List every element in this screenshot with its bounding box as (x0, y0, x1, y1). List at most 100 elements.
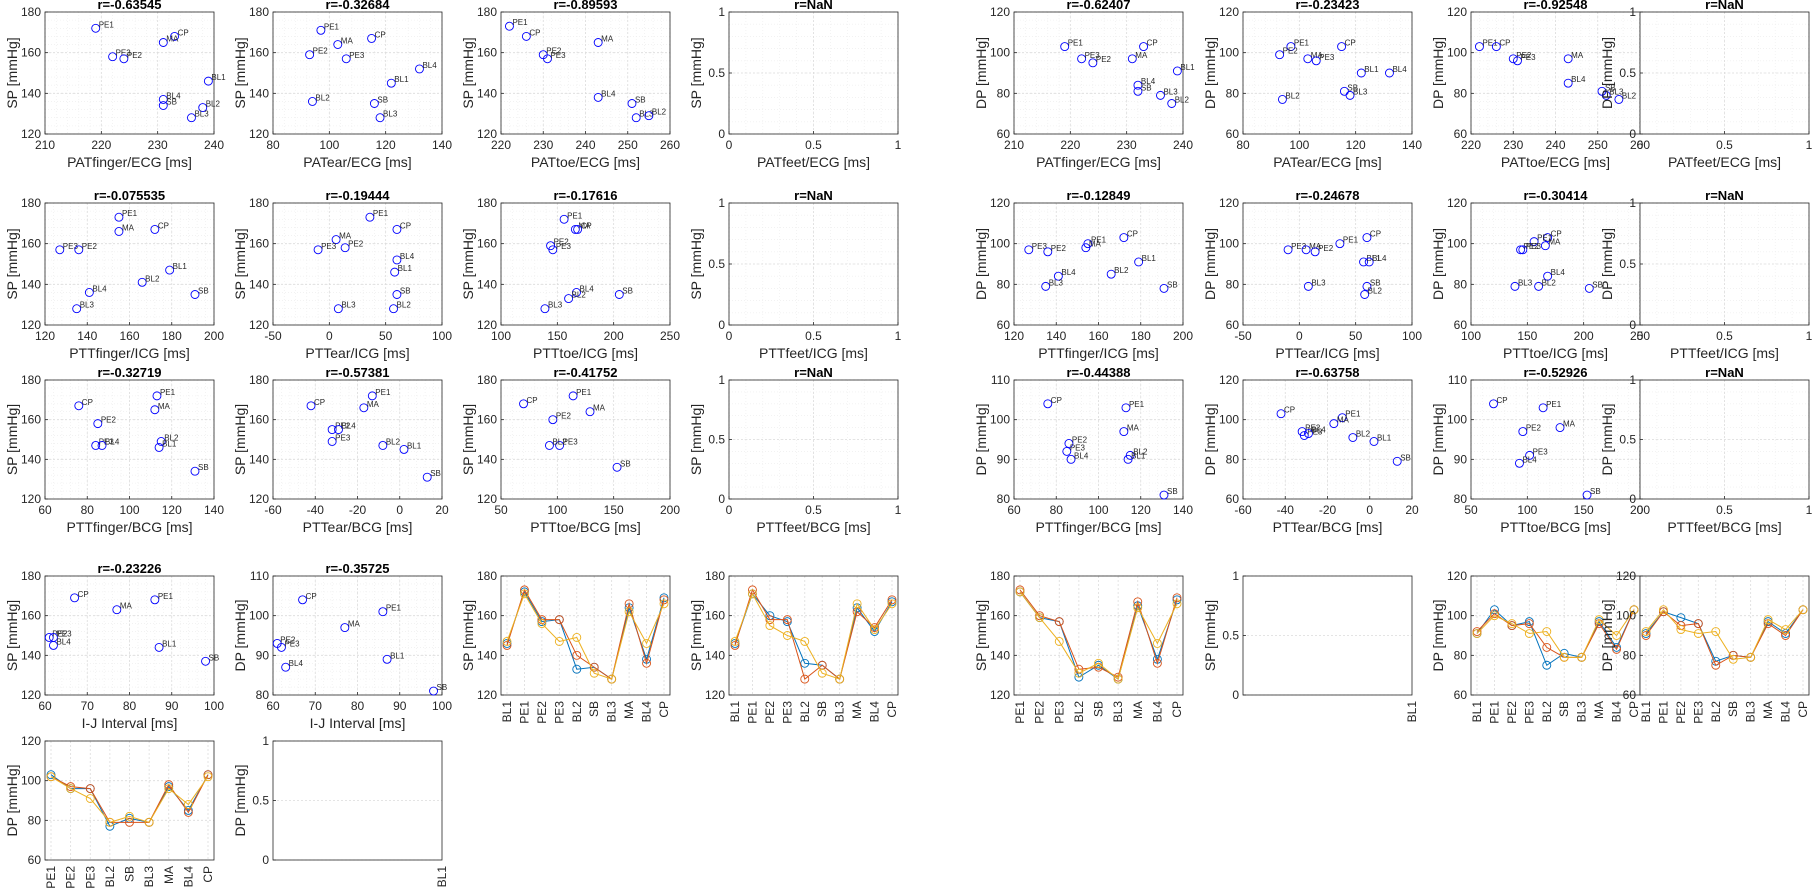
x-tick-label: 0 (726, 329, 733, 343)
point-CP (573, 224, 583, 234)
y-tick-label: 100 (1219, 46, 1239, 60)
point-BL2 (378, 441, 388, 450)
y-axis-label: SP [mmHg] (688, 228, 704, 299)
series-point (1641, 627, 1651, 636)
point-label: SB (166, 98, 177, 107)
point-label: PE1 (386, 604, 402, 613)
y-tick-label: 80 (997, 492, 1011, 506)
y-tick-label: 160 (477, 413, 497, 427)
y-tick-label: 60 (1226, 492, 1240, 506)
subplot-title: r=-0.63758 (1296, 365, 1360, 380)
x-tick-label: MA (1761, 701, 1775, 719)
point-label: BL1 (394, 75, 409, 84)
y-tick-label: 120 (1447, 569, 1467, 583)
point-label: BL2 (1285, 91, 1300, 100)
point-PE3 (1525, 450, 1535, 460)
y-axis-label: DP [mmHg] (1430, 403, 1446, 475)
subplot-title: r=-0.30414 (1524, 188, 1589, 203)
point-BL1 (386, 78, 396, 88)
point-label: PE3 (1291, 242, 1307, 251)
y-tick-label: 180 (249, 373, 269, 387)
series-point (870, 623, 880, 633)
point-PE3 (108, 52, 118, 62)
point-label: MA (122, 223, 135, 232)
x-tick-label: 210 (35, 138, 55, 152)
point-BL4 (1543, 271, 1553, 281)
x-tick-label: 0 (1366, 503, 1373, 517)
x-tick-label: SB (1726, 701, 1740, 717)
point-label: BL3 (80, 301, 95, 310)
point-PE1 (316, 25, 326, 35)
y-tick-label: 0 (262, 853, 269, 867)
y-tick-label: 140 (249, 277, 269, 291)
point-PE2 (1275, 50, 1285, 60)
point-PE2 (1518, 427, 1528, 437)
subplot-title: r=NaN (1705, 365, 1744, 380)
x-tick-label: 0 (326, 329, 333, 343)
point-label: BL4 (1551, 268, 1566, 277)
point-label: PE3 (284, 639, 300, 648)
series-point (659, 599, 669, 609)
point-CP (1543, 233, 1553, 243)
point-BL2 (544, 441, 554, 450)
x-axis-label: PATear/ECG [ms] (303, 154, 411, 170)
subplot-r2c8: 0 0.5 1 0 0.5 1 r=NaN PTTfeet/ICG [ms] DP [mmHg] (1599, 188, 1813, 361)
point-PE3 (1518, 245, 1528, 255)
y-tick-label: 180 (990, 569, 1010, 583)
point-label: CP (375, 30, 386, 39)
series-point (1641, 629, 1651, 638)
x-tick-label: BL4 (181, 866, 195, 888)
y-axis-label: SP [mmHg] (232, 37, 248, 108)
y-tick-label: 160 (249, 237, 269, 251)
y-axis-label: SP [mmHg] (688, 37, 704, 108)
y-tick-label: 100 (990, 413, 1010, 427)
series-point (519, 589, 529, 599)
series-point (1658, 607, 1668, 617)
y-tick-label: 60 (1623, 688, 1637, 702)
point-label: PE1 (324, 22, 340, 31)
series-point (1524, 629, 1534, 638)
x-tick-label: 1 (895, 138, 902, 152)
point-SB (627, 99, 637, 108)
series-point (782, 615, 792, 625)
point-PE1 (1337, 413, 1347, 423)
point-BL2 (198, 103, 208, 113)
x-tick-label: BL4 (1610, 701, 1624, 723)
y-tick-label: 80 (1454, 648, 1468, 662)
point-PE1 (1286, 42, 1296, 52)
axes-frame (272, 740, 443, 861)
series-point (1074, 668, 1084, 678)
point-SB (1362, 281, 1372, 291)
subplot-r4c2: 60 70 80 90 100 80 90 100 110 r=-0.35725 I-J Inter… (232, 561, 452, 731)
point-label: BL2 (572, 291, 587, 300)
point-BL3 (1510, 281, 1520, 291)
x-tick-label: -50 (1234, 329, 1252, 343)
axes-frame (272, 575, 443, 696)
subplot-r2c4: 0 0.5 1 0 0.5 1 r=NaN PTTfeet/ICG [ms] SP [mmHg] (688, 188, 902, 361)
y-tick-label: 180 (249, 196, 269, 210)
point-label: BL4 (1392, 65, 1407, 74)
y-tick-label: 140 (477, 86, 497, 100)
point-PE1 (1335, 239, 1345, 249)
point-CP (521, 31, 531, 41)
subplot-title: r=-0.41752 (554, 365, 618, 380)
y-axis-label: DP [mmHg] (1599, 403, 1615, 475)
point-label: BL1 (1131, 451, 1146, 460)
point-label: BL2 (1356, 430, 1371, 439)
subplot-r5c3: PE1 PE2 PE3 BL2 SB BL3 MA BL4 CP 120 140 160 180 SP [… (973, 569, 1184, 724)
y-tick-label: 80 (997, 277, 1011, 291)
x-tick-label: BL2 (1709, 701, 1723, 723)
point-MA (570, 224, 580, 234)
x-tick-label: SB (1092, 701, 1106, 717)
x-tick-label: 120 (1346, 138, 1366, 152)
series-point (589, 662, 599, 672)
x-tick-label: BL1 (500, 701, 514, 723)
point-BL3 (631, 113, 641, 123)
point-PE1 (568, 391, 578, 401)
y-axis-label: SP [mmHg] (688, 600, 704, 671)
point-SB (201, 656, 211, 666)
subplot-r3c6: -60 -40 -20 0 20 60 80 100 120 r=-0.63758 PTTear/B… (1202, 365, 1419, 535)
x-tick-label: PE1 (44, 866, 58, 889)
point-SB (1584, 283, 1594, 293)
